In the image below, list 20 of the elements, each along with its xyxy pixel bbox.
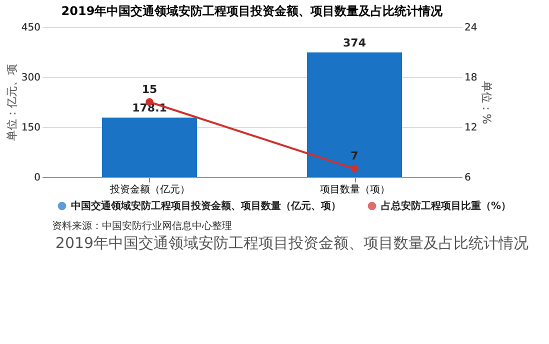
y2-axis-title: 单位：% bbox=[480, 80, 494, 124]
x-tick-label: 项目数量（项） bbox=[320, 184, 390, 196]
chart-title: 2019年中国交通领域安防工程项目投资金额、项目数量及占比统计情况 bbox=[61, 4, 444, 18]
y2-tick-label: 12 bbox=[464, 122, 478, 134]
y2-tick-label: 18 bbox=[464, 72, 478, 84]
y-tick-label: 150 bbox=[21, 122, 40, 134]
text: 2019年中国交通领域安防工程项目投资金额、项目数量及占比统计情况 bbox=[55, 234, 529, 252]
text: 资料来源：中国安防行业网信息中心整理 bbox=[52, 220, 232, 232]
y-tick-label: 450 bbox=[21, 22, 40, 34]
data-label: 15 bbox=[142, 83, 158, 96]
x-tick-label: 投资金额（亿元） bbox=[109, 184, 190, 196]
legend-label: 占总安防工程项目比重（%） bbox=[381, 200, 512, 212]
legend-label: 中国交通领域安防工程项目投资金额、项目数量（亿元、项） bbox=[71, 200, 341, 212]
y2-tick-label: 6 bbox=[464, 172, 471, 184]
y2-tick-label: 24 bbox=[464, 22, 478, 34]
y-tick-label: 0 bbox=[34, 172, 40, 184]
data-label: 374 bbox=[343, 36, 366, 50]
y-tick-label: 300 bbox=[21, 72, 40, 84]
data-label: 7 bbox=[350, 150, 358, 163]
y-axis-title: 单位：亿元、项 bbox=[5, 64, 18, 141]
